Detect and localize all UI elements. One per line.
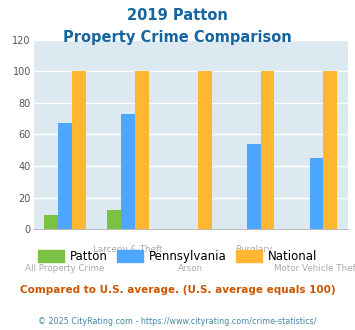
Text: All Property Crime: All Property Crime — [26, 264, 105, 274]
Text: © 2025 CityRating.com - https://www.cityrating.com/crime-statistics/: © 2025 CityRating.com - https://www.city… — [38, 317, 317, 326]
Bar — [261, 71, 274, 229]
Text: Motor Vehicle Theft: Motor Vehicle Theft — [274, 264, 355, 274]
Text: Burglary: Burglary — [235, 245, 272, 253]
Bar — [323, 71, 337, 229]
Bar — [121, 114, 135, 229]
Text: Compared to U.S. average. (U.S. average equals 100): Compared to U.S. average. (U.S. average … — [20, 285, 335, 295]
Bar — [107, 211, 121, 229]
Bar — [198, 71, 212, 229]
Bar — [58, 123, 72, 229]
Bar — [247, 144, 261, 229]
Text: 2019 Patton: 2019 Patton — [127, 8, 228, 23]
Bar — [135, 71, 149, 229]
Bar — [44, 215, 58, 229]
Text: Property Crime Comparison: Property Crime Comparison — [63, 30, 292, 45]
Bar — [72, 71, 86, 229]
Legend: Patton, Pennsylvania, National: Patton, Pennsylvania, National — [33, 245, 322, 268]
Text: Arson: Arson — [178, 264, 203, 274]
Text: Larceny & Theft: Larceny & Theft — [93, 245, 163, 253]
Bar — [310, 158, 323, 229]
